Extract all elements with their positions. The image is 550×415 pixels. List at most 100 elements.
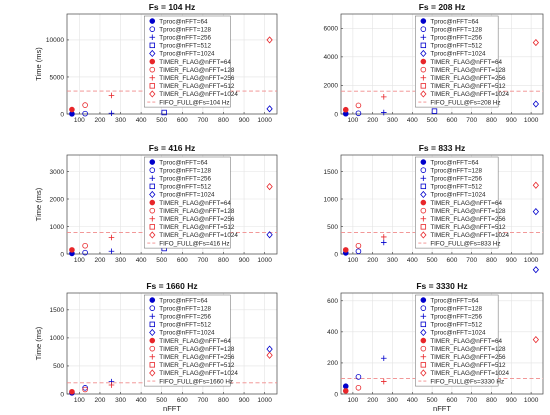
legend-entry: Tproc@nFFT=64 <box>430 18 479 25</box>
legend-swatch <box>149 224 155 230</box>
subplot-6: 100 200 300 400 500 600 700 800 900 1000 0 200 400 60… <box>327 266 544 413</box>
legend-swatch <box>149 159 156 165</box>
x-tick-label: 300 <box>387 257 398 264</box>
x-tick-label: 900 <box>239 397 250 404</box>
timer-flag-point-nfft-256 <box>380 378 387 385</box>
legend-swatch <box>149 337 156 344</box>
legend-swatch <box>420 159 427 165</box>
legend-swatch <box>420 362 427 368</box>
legend-box <box>415 15 499 108</box>
x-tick-label: 200 <box>95 117 106 124</box>
timer-flag-point-nfft-256 <box>380 94 387 100</box>
legend-entry: TIMER_FLAG@nFFT=128 <box>430 67 506 74</box>
y-tick-label: 0 <box>334 251 338 258</box>
tproc-point-nfft-128 <box>355 110 362 117</box>
legend-entry: Tproc@nFFT=128 <box>159 305 211 312</box>
tproc-point-nfft-1024 <box>266 231 273 239</box>
legend-swatch <box>149 199 156 206</box>
legend-swatch <box>149 231 156 239</box>
legend-swatch <box>420 345 427 352</box>
legend-swatch <box>420 353 427 360</box>
x-tick-label: 600 <box>177 117 188 124</box>
legend-swatch <box>420 18 427 24</box>
legend-swatch <box>149 190 156 199</box>
tproc-point-nfft-256 <box>108 110 115 117</box>
legend-entry: TIMER_FLAG@nFFT=1024 <box>430 370 509 377</box>
legend-entry: TIMER_FLAG@nFFT=128 <box>430 346 506 353</box>
legend-swatch <box>420 49 427 58</box>
legend-entry: TIMER_FLAG@nFFT=512 <box>159 83 235 90</box>
legend-swatch <box>420 42 427 49</box>
y-axis-label: Time (ms) <box>34 187 43 221</box>
legend-swatch <box>149 207 156 214</box>
timer-flag-point-nfft-64 <box>69 106 75 113</box>
legend-entry: TIMER_FLAG@nFFT=128 <box>159 346 235 353</box>
plot-frame <box>340 13 544 115</box>
legend-swatch <box>420 66 427 73</box>
plot-frame <box>66 13 278 115</box>
timer-flag-point-nfft-64 <box>69 388 75 395</box>
legend-entry: FIFO_FULL@Fs=208 Hz <box>430 99 500 106</box>
legend-entry: TIMER_FLAG@nFFT=128 <box>159 67 235 74</box>
legend-entry: TIMER_FLAG@nFFT=128 <box>430 208 506 215</box>
legend-entry: TIMER_FLAG@nFFT=128 <box>159 208 235 215</box>
legend-swatch <box>420 190 427 199</box>
x-tick-label: 1000 <box>257 117 272 124</box>
y-tick-label: 1500 <box>324 169 339 176</box>
legend-entry: TIMER_FLAG@nFFT=1024 <box>159 370 238 377</box>
legend-entry: Tproc@nFFT=512 <box>430 43 482 50</box>
legend-swatch <box>149 369 156 377</box>
legend-swatch <box>149 362 155 368</box>
legend-box <box>144 156 231 249</box>
legend-swatch <box>149 297 156 303</box>
timer-flag-point-nfft-1024 <box>532 38 540 47</box>
legend-entry: Tproc@nFFT=1024 <box>159 330 215 337</box>
x-tick-label: 200 <box>367 117 378 124</box>
tproc-point-nfft-512 <box>431 108 438 114</box>
tproc-point-nfft-256 <box>380 355 387 362</box>
tproc-point-nfft-128 <box>355 248 362 255</box>
y-axis-label: Time (ms) <box>34 326 43 360</box>
x-tick-label: 400 <box>136 117 147 124</box>
legend-entry: Tproc@nFFT=256 <box>159 34 211 41</box>
legend-entry: TIMER_FLAG@nFFT=1024 <box>430 91 509 98</box>
x-tick-label: 400 <box>407 117 418 124</box>
subplot-title: Fs = 1660 Hz <box>146 281 197 291</box>
x-tick-label: 800 <box>218 117 229 124</box>
x-tick-label: 400 <box>407 397 418 404</box>
x-tick-label: 500 <box>427 397 438 404</box>
tproc-point-nfft-256 <box>108 248 115 255</box>
timer-flag-point-nfft-1024 <box>532 181 540 189</box>
x-tick-label: 600 <box>177 397 188 404</box>
subplot-3: 100 200 300 400 500 600 700 800 900 1000 0 1000 2000… <box>34 143 278 264</box>
legend-box <box>144 294 231 387</box>
legend-swatch <box>149 353 156 360</box>
legend-entry: Tproc@nFFT=1024 <box>430 330 486 337</box>
y-tick-label: 500 <box>53 363 64 370</box>
legend-swatch <box>420 34 427 41</box>
legend-entry: Tproc@nFFT=128 <box>159 26 211 33</box>
legend-box <box>144 15 231 108</box>
legend-swatch <box>149 74 156 81</box>
legend-entry: Tproc@nFFT=512 <box>430 322 482 329</box>
legend-entry: TIMER_FLAG@nFFT=256 <box>430 354 506 361</box>
subplot-title: Fs = 208 Hz <box>419 2 466 12</box>
legend-swatch <box>149 183 155 190</box>
y-tick-label: 0 <box>60 391 64 398</box>
y-tick-label: 5000 <box>50 74 65 81</box>
y-tick-label: 1500 <box>50 307 65 314</box>
legend-swatch <box>420 337 427 344</box>
subplot-4: 100 200 300 400 500 600 700 800 900 1000 0 500 1000 1… <box>324 143 544 264</box>
x-tick-label: 100 <box>74 257 85 264</box>
x-tick-label: 900 <box>239 117 250 124</box>
timer-flag-point-nfft-128 <box>82 242 88 249</box>
x-tick-label: 800 <box>486 397 497 404</box>
legend-swatch <box>420 58 427 65</box>
legend-swatch <box>149 66 156 73</box>
legend-swatch <box>149 345 156 352</box>
legend-entry: Tproc@nFFT=256 <box>430 34 482 41</box>
legend-entry: FIFO_FULL@Fs=104 Hz <box>159 99 229 106</box>
legend-entry: TIMER_FLAG@nFFT=256 <box>430 75 506 82</box>
legend-swatch <box>149 313 156 320</box>
legend-swatch <box>420 183 427 190</box>
